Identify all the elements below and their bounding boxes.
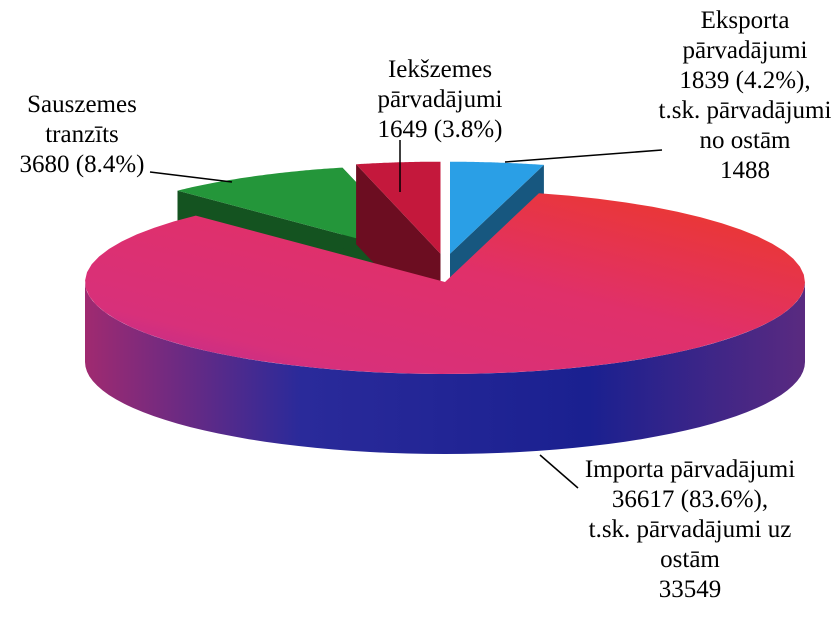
- label-name: Iekšzemes pārvadājumi: [377, 56, 503, 113]
- label-detail: t.sk. pārvadājumi uz ostām: [588, 516, 792, 573]
- slice: [85, 193, 806, 374]
- label: Eksporta pārvadājumi 1839 (4.2%), t.sk. …: [650, 6, 837, 186]
- label-value: 1839 (4.2%),: [679, 67, 811, 94]
- leader-lines: [149, 140, 663, 489]
- label: Iekšzemes pārvadājumi 1649 (3.8%): [345, 55, 535, 145]
- slices: [85, 161, 806, 454]
- leader-line: [504, 149, 663, 163]
- label-value: 3680 (8.4%): [19, 151, 145, 178]
- slice-side: [85, 282, 805, 454]
- label: Sauszemes tranzīts 3680 (8.4%): [2, 90, 162, 180]
- label-detail: t.sk. pārvadājumi no ostām: [658, 97, 832, 154]
- leader-line: [149, 171, 233, 183]
- label-name: Eksporta pārvadājumi: [682, 7, 808, 64]
- label-value: 1649 (3.8%): [377, 116, 503, 143]
- leader-line: [539, 454, 579, 489]
- slice: [356, 161, 441, 254]
- slice: [450, 161, 544, 254]
- label-detail-value: 1488: [720, 157, 770, 184]
- label-name: Sauszemes tranzīts: [27, 91, 137, 148]
- label-value: 36617 (83.6%),: [611, 486, 769, 513]
- label: Importa pārvadājumi 36617 (83.6%), t.sk.…: [565, 455, 815, 605]
- label-detail-value: 33549: [658, 576, 722, 603]
- label-name: Importa pārvadājumi: [584, 456, 796, 483]
